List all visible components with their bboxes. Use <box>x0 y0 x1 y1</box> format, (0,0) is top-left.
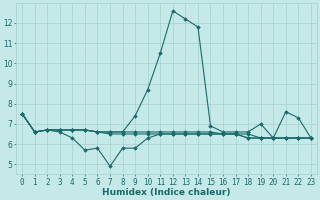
X-axis label: Humidex (Indice chaleur): Humidex (Indice chaleur) <box>102 188 231 197</box>
